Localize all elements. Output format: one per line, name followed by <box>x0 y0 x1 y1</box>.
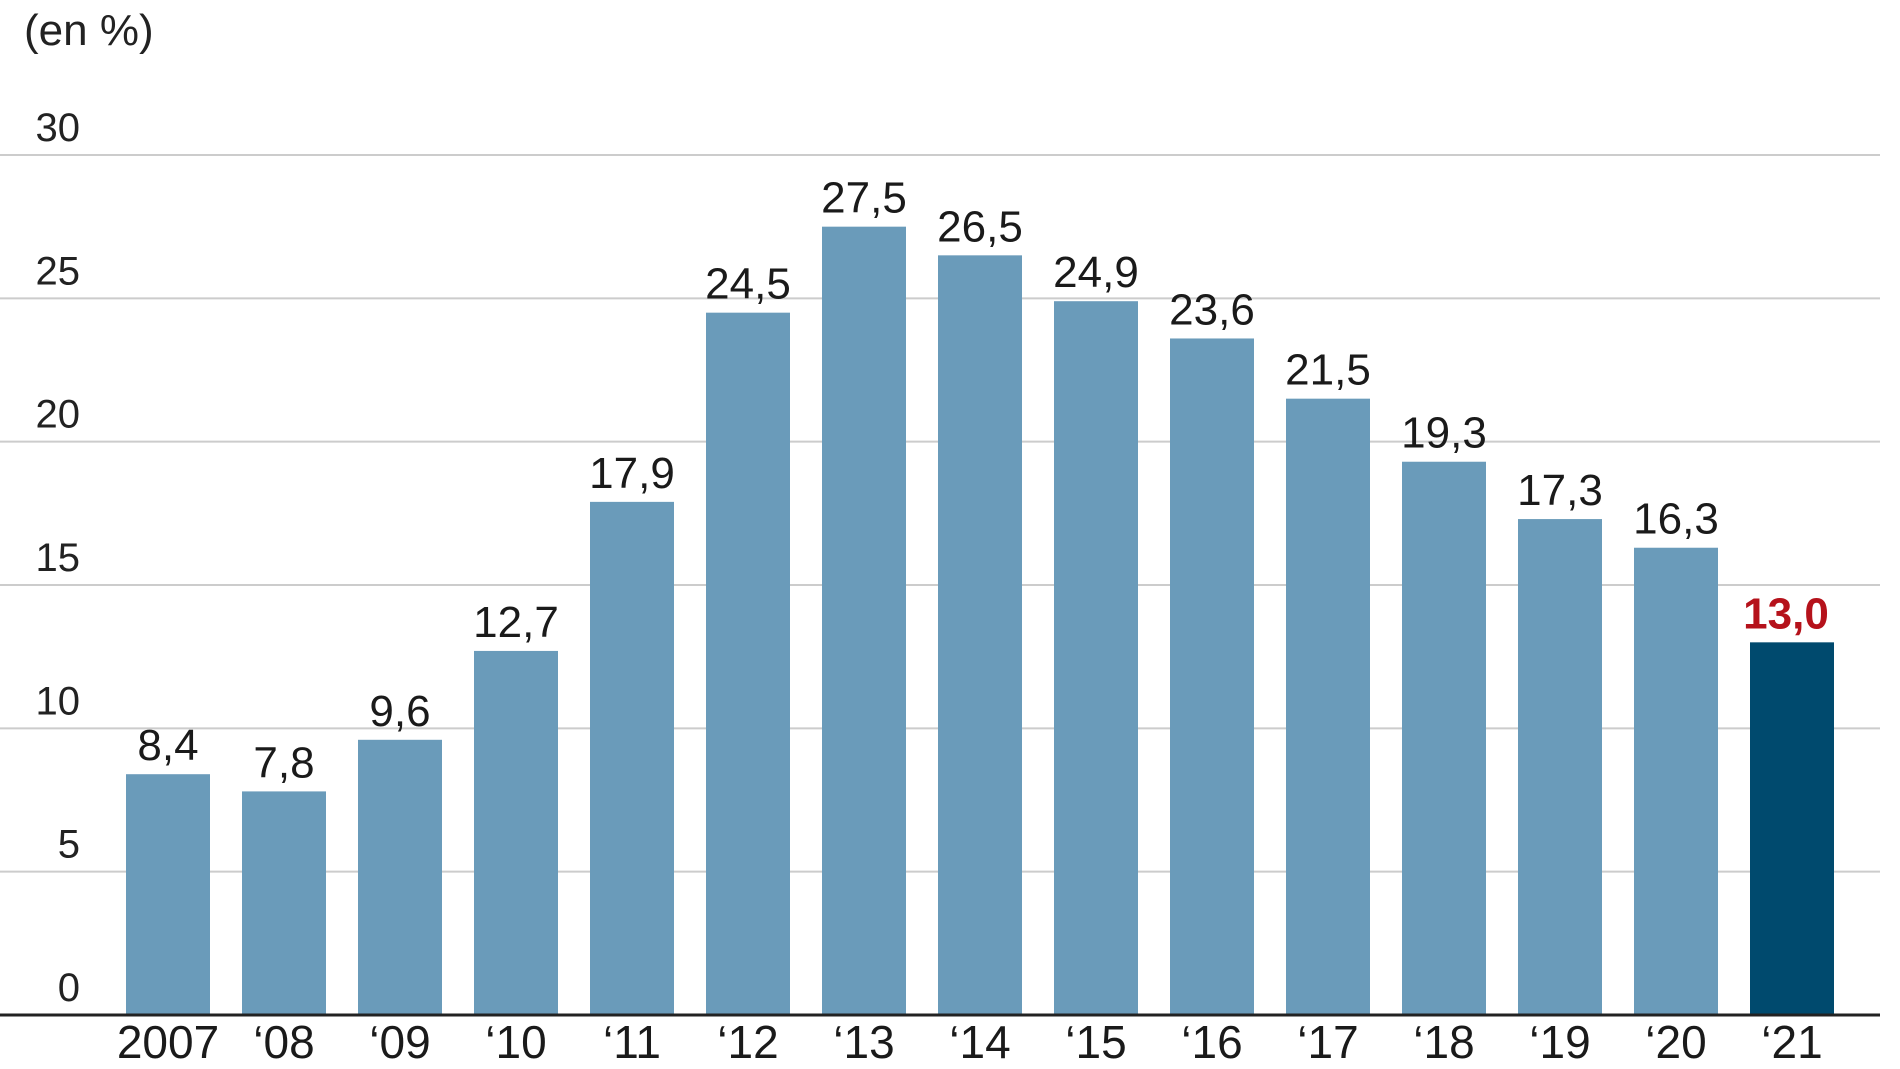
bar-‘16 <box>1170 338 1254 1015</box>
x-tick-label: ‘12 <box>717 1016 778 1068</box>
bar-‘20 <box>1634 547 1718 1015</box>
bar-‘17 <box>1286 398 1370 1016</box>
value-label: 17,9 <box>589 449 675 498</box>
unit-label: (en %) <box>24 6 154 55</box>
y-tick-label: 0 <box>58 966 80 1010</box>
x-tick-label: ‘08 <box>253 1016 314 1068</box>
bar-‘09 <box>358 739 442 1015</box>
value-label: 13,0 <box>1743 589 1829 638</box>
bar-‘11 <box>590 501 674 1015</box>
value-label: 23,6 <box>1169 285 1255 334</box>
y-tick-label: 25 <box>36 249 81 293</box>
value-labels: 8,4 7,8 9,6 12,7 17,9 24,5 27,5 26,5 24,9 23,6 21,… <box>137 174 1828 788</box>
value-label: 8,4 <box>137 721 198 770</box>
x-tick-label: ‘16 <box>1181 1016 1242 1068</box>
x-tick-label: ‘11 <box>603 1016 661 1068</box>
y-tick-label: 10 <box>36 679 81 723</box>
bars <box>126 226 1834 1016</box>
value-label: 7,8 <box>253 738 314 787</box>
bar-‘10 <box>474 650 558 1015</box>
x-tick-label: ‘19 <box>1529 1016 1590 1068</box>
value-label: 17,3 <box>1517 466 1603 515</box>
bar-‘14 <box>938 255 1022 1016</box>
x-tick-label: 2007 <box>117 1016 219 1068</box>
x-axis-ticks: 2007 ‘08 ‘09 ‘10 ‘11 ‘12 ‘13 ‘14 ‘15 ‘16 ‘17 ‘18 ‘19… <box>117 1016 1823 1068</box>
x-tick-label: ‘18 <box>1413 1016 1474 1068</box>
x-tick-label: ‘17 <box>1297 1016 1358 1068</box>
value-label: 19,3 <box>1401 409 1487 458</box>
value-label: 24,5 <box>705 260 791 309</box>
x-tick-label: ‘20 <box>1645 1016 1706 1068</box>
x-tick-label: ‘21 <box>1761 1016 1822 1068</box>
value-label: 12,7 <box>473 598 559 647</box>
bar-‘18 <box>1402 461 1486 1015</box>
value-label: 21,5 <box>1285 346 1371 395</box>
bar-‘12 <box>706 312 790 1016</box>
bar-2007 <box>126 774 210 1015</box>
value-label: 24,9 <box>1053 248 1139 297</box>
value-label: 27,5 <box>821 174 907 223</box>
bar-‘13 <box>822 226 906 1015</box>
value-label: 26,5 <box>937 202 1023 251</box>
bar-‘21 <box>1750 642 1834 1015</box>
x-tick-label: ‘13 <box>833 1016 894 1068</box>
value-label: 16,3 <box>1633 495 1719 544</box>
x-tick-label: ‘10 <box>485 1016 546 1068</box>
y-tick-label: 20 <box>36 393 81 437</box>
y-axis-ticks: 0 5 10 15 20 25 30 <box>36 106 81 1010</box>
y-tick-label: 30 <box>36 106 81 150</box>
bar-‘15 <box>1054 301 1138 1015</box>
y-tick-label: 15 <box>36 536 81 580</box>
x-tick-label: ‘15 <box>1065 1016 1126 1068</box>
bar-‘08 <box>242 791 326 1015</box>
value-label: 9,6 <box>369 687 430 736</box>
bar-‘19 <box>1518 519 1602 1015</box>
x-tick-label: ‘14 <box>949 1016 1010 1068</box>
y-tick-label: 5 <box>58 823 80 867</box>
x-tick-label: ‘09 <box>369 1016 430 1068</box>
